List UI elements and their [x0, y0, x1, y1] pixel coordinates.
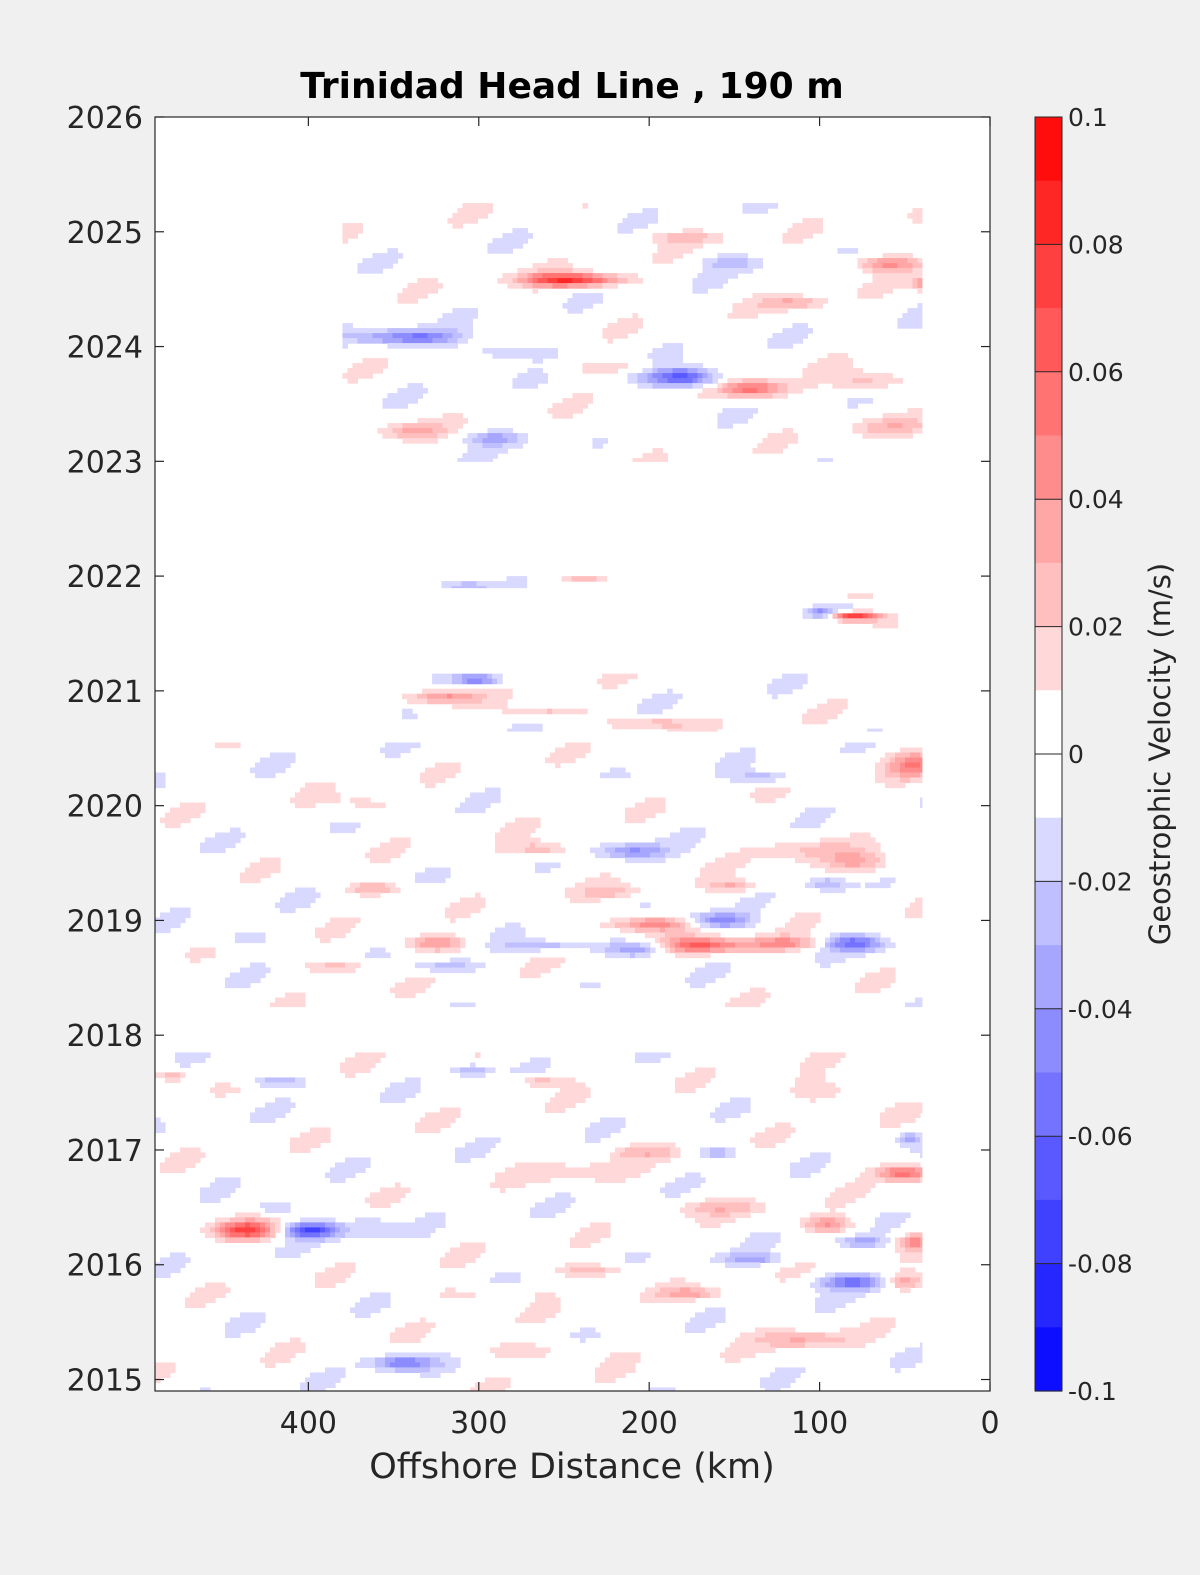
colorbar-level — [1035, 817, 1062, 882]
y-tick-label: 2023 — [67, 445, 143, 480]
colorbar-level — [1035, 1008, 1062, 1074]
y-tick-label: 2017 — [67, 1134, 143, 1169]
colorbar-level — [1035, 1199, 1062, 1265]
colorbar-tick-label: 0.1 — [1068, 103, 1108, 132]
colorbar-tick-label: -0.1 — [1068, 1377, 1117, 1406]
y-tick-label: 2016 — [67, 1249, 143, 1284]
colorbar-level — [1035, 562, 1062, 628]
x-tick-label: 400 — [280, 1406, 337, 1441]
colorbar-level — [1035, 1327, 1062, 1392]
y-tick-label: 2018 — [67, 1019, 143, 1054]
x-tick-label: 300 — [450, 1406, 507, 1441]
y-tick-label: 2021 — [67, 675, 143, 710]
colorbar-tick-label: 0.04 — [1068, 485, 1124, 514]
y-tick-label: 2024 — [67, 331, 143, 366]
y-tick-label: 2025 — [67, 216, 143, 251]
colorbar-label: Geostrophic Velocity (m/s) — [1143, 563, 1177, 945]
colorbar-ticks: 0.1 0.08 0.06 0.04 0.02 0 -0.02 -0.04 -0.06 -0.08… — [1035, 103, 1133, 1406]
x-tick-label: 0 — [980, 1406, 999, 1441]
chart-title: Trinidad Head Line , 190 m — [300, 66, 843, 107]
y-tick-label: 2022 — [67, 560, 143, 595]
plot-frame — [154, 116, 991, 1392]
colorbar-level — [1035, 626, 1062, 691]
colorbar-tick-label: -0.02 — [1068, 867, 1133, 896]
contour-fill — [155, 203, 923, 1391]
colorbar-level — [1035, 1263, 1062, 1328]
colorbar-level — [1035, 117, 1062, 182]
x-tick-label: 100 — [791, 1406, 848, 1441]
colorbar-level — [1035, 1072, 1062, 1137]
colorbar-tick-label: 0.02 — [1068, 613, 1124, 642]
colorbar-tick-label: 0.06 — [1068, 358, 1124, 387]
colorbar-level — [1035, 435, 1062, 500]
y-axis: 2015 2016 2017 2018 2019 2020 2021 2022 2023 2024… — [67, 101, 990, 1399]
colorbar-scale — [1035, 117, 1062, 1392]
colorbar-level — [1035, 881, 1062, 946]
y-tick-label: 2015 — [67, 1364, 143, 1399]
colorbar-level — [1035, 371, 1062, 437]
y-tick-label: 2026 — [67, 101, 143, 136]
y-tick-label: 2020 — [67, 790, 143, 825]
colorbar-tick-label: -0.08 — [1068, 1250, 1133, 1279]
y-tick-label: 2019 — [67, 904, 143, 939]
colorbar-tick-label: 0.08 — [1068, 230, 1124, 259]
colorbar-tick-label: -0.06 — [1068, 1122, 1133, 1151]
colorbar-level — [1035, 308, 1062, 373]
colorbar-level — [1035, 1136, 1062, 1201]
colorbar-level — [1035, 244, 1062, 309]
colorbar: 0.1 0.08 0.06 0.04 0.02 0 -0.02 -0.04 -0.06 -0.08… — [1034, 103, 1177, 1406]
colorbar-tick-label: -0.04 — [1068, 995, 1133, 1024]
x-axis: 400 300 200 100 0 — [280, 117, 1000, 1441]
colorbar-level — [1035, 499, 1062, 564]
colorbar-level — [1035, 754, 1062, 819]
x-axis-label: Offshore Distance (km) — [369, 1447, 775, 1487]
colorbar-level — [1035, 180, 1062, 245]
colorbar-level — [1035, 690, 1062, 755]
x-tick-label: 200 — [621, 1406, 678, 1441]
colorbar-level — [1035, 945, 1062, 1010]
colorbar-tick-label: 0 — [1068, 740, 1084, 769]
